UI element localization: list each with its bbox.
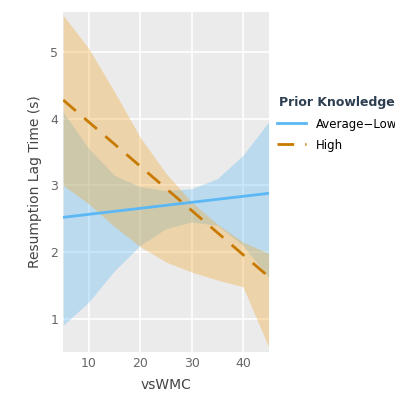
Legend: Average−Low, High: Average−Low, High <box>276 96 395 152</box>
X-axis label: vsWMC: vsWMC <box>141 378 191 392</box>
Y-axis label: Resumption Lag Time (s): Resumption Lag Time (s) <box>28 96 42 268</box>
